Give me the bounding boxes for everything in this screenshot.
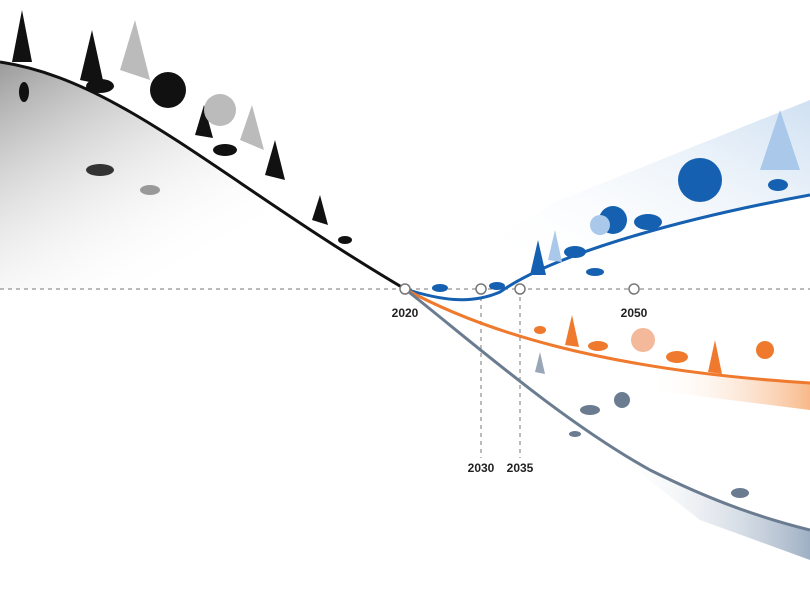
- slate-fill: [405, 289, 810, 560]
- marker-2035: [514, 283, 526, 295]
- orange-fill: [405, 289, 810, 410]
- recovery-silhouettes: [432, 158, 788, 292]
- year-label: 2020: [392, 306, 419, 320]
- marker-2020: [399, 283, 411, 295]
- decline-curve: [0, 60, 406, 291]
- year-markers: [399, 283, 640, 295]
- decline-background: [86, 20, 264, 195]
- business-as-usual-curve: [404, 287, 810, 532]
- marker-2050: [628, 283, 640, 295]
- partial-curve: [404, 287, 810, 385]
- recovery-background: [548, 110, 800, 262]
- partial-silhouettes: [534, 315, 774, 374]
- year-label: 2030: [468, 461, 495, 475]
- decline-silhouettes: [12, 10, 352, 244]
- marker-2030: [475, 283, 487, 295]
- decline-fill: [0, 62, 405, 289]
- year-label: 2035: [507, 461, 534, 475]
- slate-silhouettes: [535, 352, 749, 498]
- year-label: 2050: [621, 306, 648, 320]
- recovery-fill: [405, 100, 810, 300]
